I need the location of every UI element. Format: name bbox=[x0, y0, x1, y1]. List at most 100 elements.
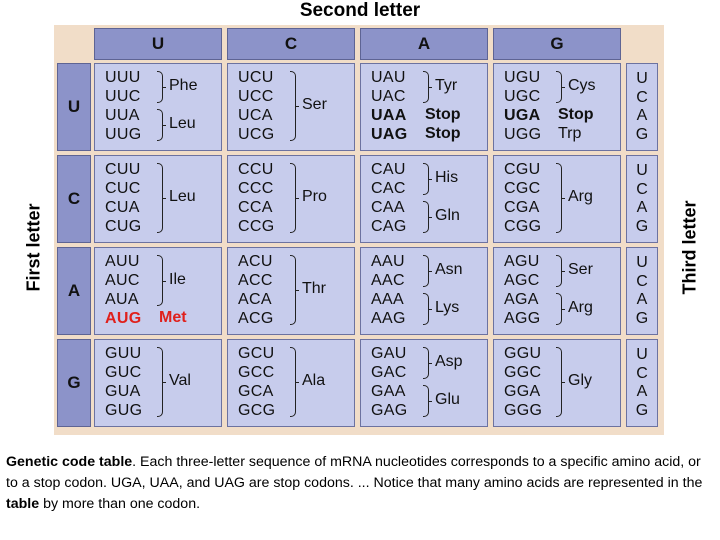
codon: AUA bbox=[105, 291, 139, 308]
codon-cell: UCU UCC UCA UCG Ser bbox=[227, 63, 355, 151]
codon: AGG bbox=[504, 310, 541, 327]
codon: GUG bbox=[105, 402, 143, 419]
codon: UUC bbox=[105, 88, 141, 105]
codon-cell: AGU AGC AGA AGG Ser Arg bbox=[493, 247, 621, 335]
codon-cell: CAU CAC CAA CAG His Gln bbox=[360, 155, 488, 243]
stop-label: Stop bbox=[558, 106, 594, 123]
amino-acid-label: Leu bbox=[169, 188, 196, 205]
codon: CUU bbox=[105, 161, 141, 178]
codon: GCU bbox=[238, 345, 275, 362]
caption-bold-title: Genetic code table bbox=[6, 454, 133, 470]
codon: GGG bbox=[504, 402, 543, 419]
codon: GGA bbox=[504, 383, 541, 400]
brace bbox=[423, 163, 432, 195]
codon: UGU bbox=[504, 69, 541, 86]
amino-acid-label: His bbox=[435, 169, 459, 186]
third-letter: U bbox=[636, 70, 648, 88]
brace bbox=[556, 255, 565, 287]
codon: AAA bbox=[371, 291, 404, 308]
amino-acid-label: Cys bbox=[568, 77, 596, 94]
third-letter: G bbox=[635, 217, 649, 235]
caption-text-1: . Each three-letter sequence of mRNA nuc… bbox=[6, 454, 703, 491]
codon: UCC bbox=[238, 88, 274, 105]
codon: AUU bbox=[105, 253, 140, 270]
brace bbox=[290, 347, 299, 417]
codon-cell: GGU GGC GGA GGG Gly bbox=[493, 339, 621, 427]
codon-cell: ACU ACC ACA ACG Thr bbox=[227, 247, 355, 335]
brace bbox=[423, 201, 432, 233]
amino-acid-label: Ser bbox=[568, 261, 593, 278]
codon-cell: AUU AUC AUA AUG Ile Met bbox=[94, 247, 222, 335]
third-letter: U bbox=[636, 346, 648, 364]
codon-cell: AAU AAC AAA AAG Asn Lys bbox=[360, 247, 488, 335]
codon: CCC bbox=[238, 180, 274, 197]
codon: ACG bbox=[238, 310, 274, 327]
codon: CGG bbox=[504, 218, 542, 235]
first-letter-header-2: A bbox=[57, 247, 91, 335]
codon-cell: UAU UAC UAA UAG Tyr Stop Stop bbox=[360, 63, 488, 151]
brace bbox=[556, 293, 565, 325]
codon-cell: GAU GAC GAA GAG Asp Glu bbox=[360, 339, 488, 427]
third-letter: C bbox=[636, 180, 648, 198]
third-letter: A bbox=[636, 291, 648, 309]
codon: AGA bbox=[504, 291, 539, 308]
second-letter-header-3: G bbox=[493, 28, 621, 60]
third-letter: G bbox=[635, 125, 649, 143]
amino-acid-label: Phe bbox=[169, 77, 198, 94]
stop-label: Stop bbox=[425, 125, 461, 142]
codon: UGC bbox=[504, 88, 541, 105]
brace bbox=[556, 347, 565, 417]
amino-acid-label: Asp bbox=[435, 353, 463, 370]
caption: Genetic code table. Each three-letter se… bbox=[6, 452, 716, 515]
codon: UCU bbox=[238, 69, 274, 86]
codon: GGC bbox=[504, 364, 542, 381]
codon: CGU bbox=[504, 161, 541, 178]
codon: GGU bbox=[504, 345, 542, 362]
amino-acid-label: Asn bbox=[435, 261, 463, 278]
brace bbox=[157, 71, 166, 103]
codon: GUU bbox=[105, 345, 142, 362]
brace bbox=[423, 71, 432, 103]
codon: AUG bbox=[105, 310, 142, 327]
brace bbox=[290, 255, 299, 325]
brace bbox=[423, 385, 432, 417]
first-letter-header-0: U bbox=[57, 63, 91, 151]
codon: ACA bbox=[238, 291, 272, 308]
codon: UGA bbox=[504, 107, 541, 124]
codon: UCG bbox=[238, 126, 275, 143]
amino-acid-label: Glu bbox=[435, 391, 460, 408]
codon-cell: GCU GCC GCA GCG Ala bbox=[227, 339, 355, 427]
codon-cell: UUU UUC UUA UUG Phe Leu bbox=[94, 63, 222, 151]
third-letter: U bbox=[636, 254, 648, 272]
codon: CUA bbox=[105, 199, 140, 216]
codon: UCA bbox=[238, 107, 273, 124]
codon: CGC bbox=[504, 180, 541, 197]
codon-cell: CUU CUC CUA CUG Leu bbox=[94, 155, 222, 243]
third-letter: C bbox=[636, 272, 648, 290]
codon-cell: UGU UGC UGA UGG Cys Stop Trp bbox=[493, 63, 621, 151]
codon: UAA bbox=[371, 107, 407, 124]
codon: UAC bbox=[371, 88, 406, 105]
amino-acid-label: Arg bbox=[568, 299, 593, 316]
codon: CCA bbox=[238, 199, 273, 216]
codon: CAC bbox=[371, 180, 406, 197]
brace bbox=[423, 347, 432, 379]
third-letter: C bbox=[636, 364, 648, 382]
codon-cell: GUU GUC GUA GUG Val bbox=[94, 339, 222, 427]
codon-cell: CGU CGC CGA CGG Arg bbox=[493, 155, 621, 243]
brace bbox=[423, 293, 432, 325]
third-letter: A bbox=[636, 107, 648, 125]
codon: GAG bbox=[371, 402, 408, 419]
codon: CUG bbox=[105, 218, 142, 235]
brace bbox=[290, 71, 299, 141]
brace bbox=[157, 163, 166, 233]
codon: AAC bbox=[371, 272, 405, 289]
third-letter: A bbox=[636, 383, 648, 401]
amino-acid-label: Met bbox=[159, 309, 187, 326]
codon: CCU bbox=[238, 161, 274, 178]
codon: CAG bbox=[371, 218, 407, 235]
stop-label: Stop bbox=[425, 106, 461, 123]
brace bbox=[157, 347, 166, 417]
